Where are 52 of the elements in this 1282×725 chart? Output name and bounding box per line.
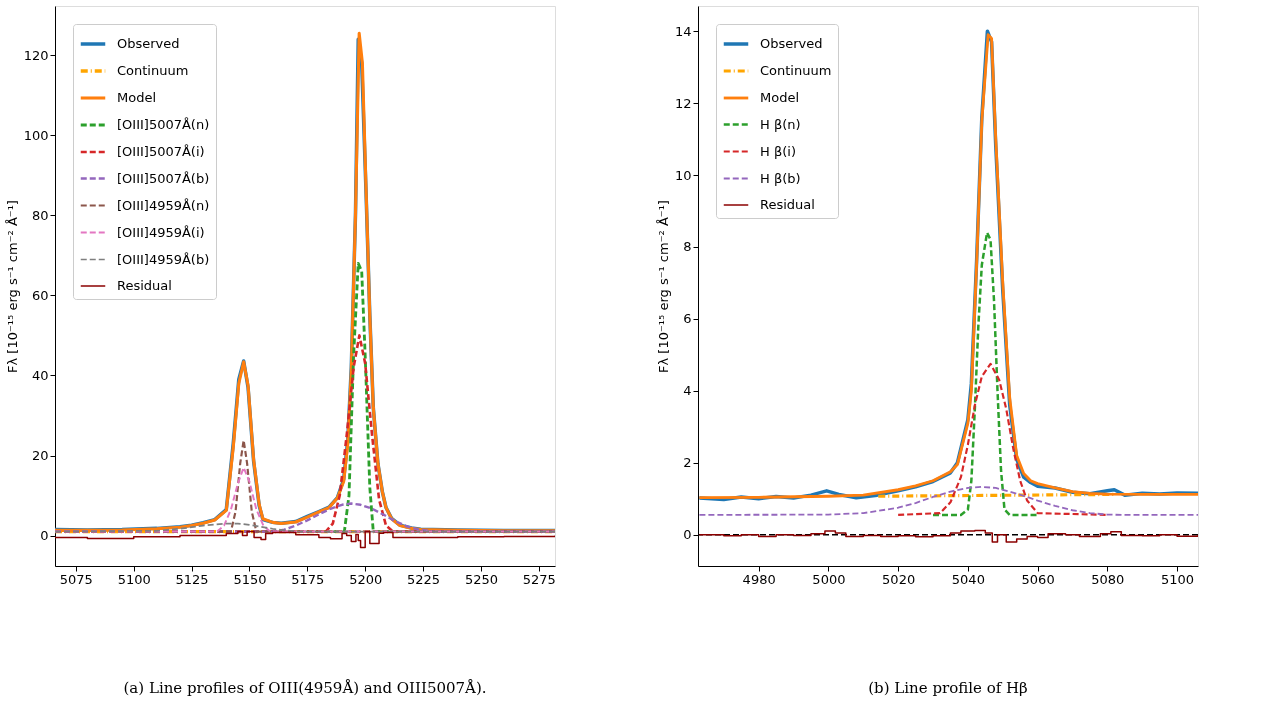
- x-tick-label: 5250: [464, 571, 498, 587]
- y-tick-label: 20: [31, 448, 49, 464]
- x-tick-label: 5080: [1091, 571, 1125, 587]
- x-tick-label: 5275: [522, 571, 556, 587]
- y-tick-label: 10: [674, 167, 692, 183]
- legend-label: [OIII]4959Å(b): [117, 251, 210, 267]
- legend-label: Continuum: [760, 63, 832, 78]
- x-tick-label: 5020: [882, 571, 916, 587]
- legend-label: [OIII]4959Å(n): [117, 197, 210, 213]
- y-tick-label: 2: [683, 455, 692, 471]
- legend-label: [OIII]5007Å(i): [117, 144, 205, 159]
- y-tick-label: 14: [674, 23, 692, 39]
- x-tick-label: 5100: [1161, 571, 1195, 587]
- legend-label: Residual: [760, 197, 815, 212]
- y-axis-title: Fλ [10⁻¹⁵ erg s⁻¹ cm⁻² Å⁻¹]: [655, 200, 671, 373]
- y-tick-label: 8: [683, 239, 692, 255]
- y-tick-label: 40: [31, 367, 49, 383]
- legend-label: H β(b): [760, 170, 801, 186]
- x-tick-label: 4980: [742, 571, 776, 587]
- legend-label: Continuum: [117, 63, 189, 78]
- legend-label: [OIII]4959Å(i): [117, 224, 205, 240]
- y-tick-label: 4: [683, 383, 692, 399]
- legend-label: Residual: [117, 278, 172, 293]
- x-tick-label: 5200: [349, 571, 383, 587]
- legend-label: Model: [760, 90, 800, 105]
- y-tick-label: 80: [31, 207, 49, 223]
- x-tick-label: 5040: [951, 571, 985, 587]
- x-tick-label: 5125: [175, 571, 209, 587]
- text: (b) Line profile of Hβ: [868, 679, 1028, 697]
- y-tick-label: 60: [31, 287, 49, 303]
- y-tick-label: 0: [683, 527, 692, 543]
- legend-label: Model: [117, 90, 157, 105]
- legend-label: [OIII]5007Å(n): [117, 117, 210, 132]
- y-tick-label: 100: [23, 127, 49, 143]
- x-tick-label: 5225: [407, 571, 441, 587]
- legend-label: H β(n): [760, 116, 801, 132]
- x-tick-label: 5075: [59, 571, 93, 587]
- y-tick-label: 0: [40, 528, 49, 544]
- y-tick-label: 12: [674, 95, 692, 111]
- y-tick-label: 6: [683, 311, 692, 327]
- legend-label: Observed: [117, 36, 180, 51]
- y-axis-title: Fλ [10⁻¹⁵ erg s⁻¹ cm⁻² Å⁻¹]: [4, 200, 20, 373]
- x-tick-label: 5175: [291, 571, 325, 587]
- x-tick-label: 5150: [233, 571, 267, 587]
- legend-label: [OIII]5007Å(b): [117, 170, 210, 186]
- y-tick-label: 120: [23, 47, 49, 63]
- x-tick-label: 5060: [1021, 571, 1055, 587]
- x-tick-label: 5100: [117, 571, 151, 587]
- legend-label: H β(i): [760, 143, 796, 159]
- text: (a) Line profiles of OIII(4959Å) and OIII5007Å).: [123, 679, 487, 697]
- legend-label: Observed: [760, 36, 823, 51]
- x-tick-label: 5000: [812, 571, 846, 587]
